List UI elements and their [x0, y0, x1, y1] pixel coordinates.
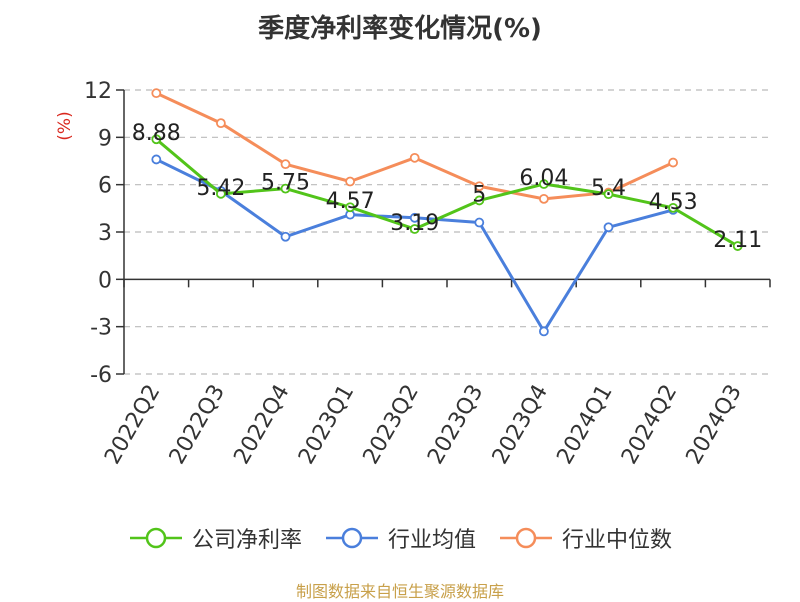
data-point: [280, 231, 291, 242]
y-tick-label: 9: [98, 126, 112, 151]
data-point: [474, 217, 485, 228]
x-tick-label: 2023Q2: [359, 381, 424, 469]
data-label: 8.88: [132, 121, 181, 146]
x-tick-label: 2024Q2: [617, 381, 682, 469]
grid-layer: [124, 89, 770, 375]
data-point: [668, 202, 678, 213]
data-point: [409, 224, 420, 234]
data-point: [603, 222, 614, 233]
label-layer: 8.88 5.42 5.75 4.57 3.19 5 6.04 5.4 4.53 2.11: [132, 121, 762, 253]
data-point: [539, 326, 549, 337]
data-label: 4.57: [326, 189, 375, 214]
data-label: 2.11: [713, 228, 762, 253]
data-point: [151, 88, 162, 99]
legend-label: 公司净利率: [191, 528, 302, 553]
y-tick-label: 12: [84, 79, 112, 104]
data-point: [474, 195, 485, 206]
data-point: [409, 152, 420, 163]
data-point: [280, 183, 291, 194]
data-point: [345, 176, 356, 187]
legend-label: 行业均值: [387, 528, 476, 553]
data-label: 5.75: [261, 171, 310, 196]
x-tick-label: 2022Q2: [100, 381, 165, 469]
x-tick-label: 2024Q1: [552, 381, 617, 469]
data-label: 6.04: [519, 166, 568, 191]
data-point: [474, 181, 485, 192]
data-point: [280, 159, 291, 170]
legend-marker: [325, 527, 378, 549]
data-point: [668, 157, 678, 168]
data-label: 4.53: [649, 190, 698, 215]
data-point: [151, 154, 162, 165]
data-point: [603, 189, 614, 200]
data-label: 5: [472, 182, 486, 207]
x-tick-label: 2024Q3: [682, 381, 747, 469]
legend-item: 公司净利率: [128, 522, 302, 554]
data-point: [151, 134, 162, 145]
data-point: [345, 202, 356, 213]
data-label: 5.4: [591, 176, 626, 201]
legend: 公司净利率 行业均值 行业中位数: [0, 522, 800, 554]
series-layer: [151, 88, 743, 337]
data-point: [539, 193, 549, 204]
legend-item: 行业均值: [324, 522, 476, 554]
source-note: 制图数据来自恒生聚源数据库: [295, 582, 504, 601]
series-line: [155, 138, 739, 248]
x-tick-label: 2023Q4: [488, 381, 553, 469]
legend-marker: [500, 527, 552, 549]
data-point: [732, 241, 743, 251]
y-tick-label: -3: [90, 316, 112, 341]
data-label: 3.19: [390, 211, 439, 236]
y-tick-label: 0: [98, 268, 112, 293]
y-tick-label: 3: [98, 221, 112, 246]
legend-item: 行业中位数: [498, 522, 672, 554]
x-tick-label: 2022Q3: [165, 381, 230, 469]
data-label: 5.42: [196, 176, 245, 201]
legend-marker: [129, 527, 182, 549]
y-tick-label: -6: [90, 363, 112, 388]
x-tick-label: 2022Q4: [229, 381, 294, 469]
data-point: [215, 188, 226, 199]
chart-title: 季度净利率变化情况(%): [258, 14, 542, 44]
x-tick-label: 2023Q1: [294, 381, 359, 469]
y-axis-label: (%): [55, 111, 75, 140]
x-tick-label: 2023Q3: [423, 381, 488, 469]
legend-label: 行业中位数: [562, 528, 673, 553]
data-point: [539, 179, 549, 189]
data-point: [215, 118, 226, 129]
y-tick-label: 6: [98, 174, 112, 199]
data-point: [409, 212, 420, 223]
